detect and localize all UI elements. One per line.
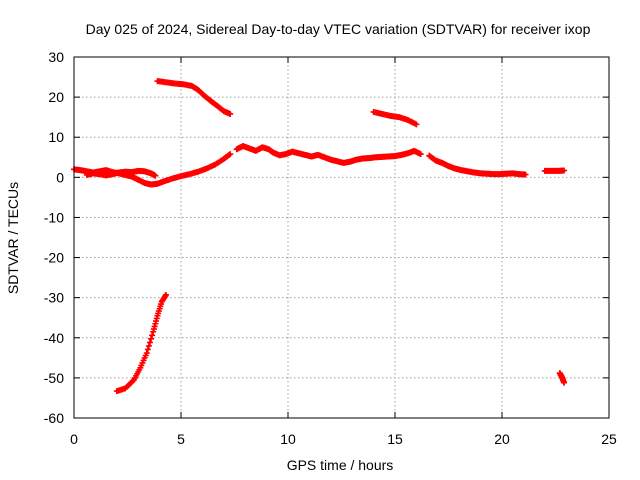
x-tick-label: 0: [70, 431, 78, 447]
axis-ticks: [73, 56, 610, 419]
data-point-track-d: [522, 171, 529, 178]
data-point-track-g: [413, 121, 420, 128]
y-tick-label: -40: [44, 330, 64, 346]
y-tick-label: -20: [44, 250, 64, 266]
data-point-track-h: [143, 350, 150, 357]
x-axis-tick-labels: 0 5 10 15 20 25: [70, 431, 617, 447]
y-tick-label: 0: [56, 169, 64, 185]
x-axis-title: GPS time / hours: [287, 457, 394, 473]
data-point-track-h: [148, 335, 155, 342]
data-point-track-h: [145, 342, 152, 349]
data-points: [71, 78, 568, 395]
data-point-track-h: [146, 339, 153, 346]
data-point-track-a: [226, 151, 233, 158]
data-point-track-e: [561, 167, 568, 174]
data-point-track-h: [163, 291, 170, 298]
x-tick-label: 5: [177, 431, 185, 447]
x-tick-label: 10: [280, 431, 296, 447]
y-tick-label: -50: [44, 370, 64, 386]
y-tick-label: 30: [48, 49, 64, 65]
y-tick-label: 10: [48, 129, 64, 145]
x-tick-label: 15: [387, 431, 403, 447]
data-point-track-h: [149, 332, 156, 339]
y-tick-label: 20: [48, 89, 64, 105]
x-tick-label: 25: [601, 431, 617, 447]
y-tick-label: -10: [44, 209, 64, 225]
data-point-track-b: [152, 172, 159, 179]
y-axis-title: SDTVAR / TECUs: [5, 182, 21, 294]
data-point-track-c: [417, 151, 424, 158]
y-tick-label: -30: [44, 290, 64, 306]
y-tick-label: -60: [44, 410, 64, 426]
data-point-track-f: [227, 110, 234, 117]
chart-title: Day 025 of 2024, Sidereal Day-to-day VTE…: [86, 21, 591, 37]
x-tick-label: 20: [494, 431, 510, 447]
plot-frame: [73, 56, 610, 419]
grid-lines: [74, 57, 609, 418]
data-point-track-h: [144, 346, 151, 353]
data-point-track-a: [227, 151, 234, 158]
y-axis-tick-labels: -60 -50 -40 -30 -20 -10 0 10 20 30: [44, 49, 64, 426]
data-point-track-i: [561, 379, 568, 386]
